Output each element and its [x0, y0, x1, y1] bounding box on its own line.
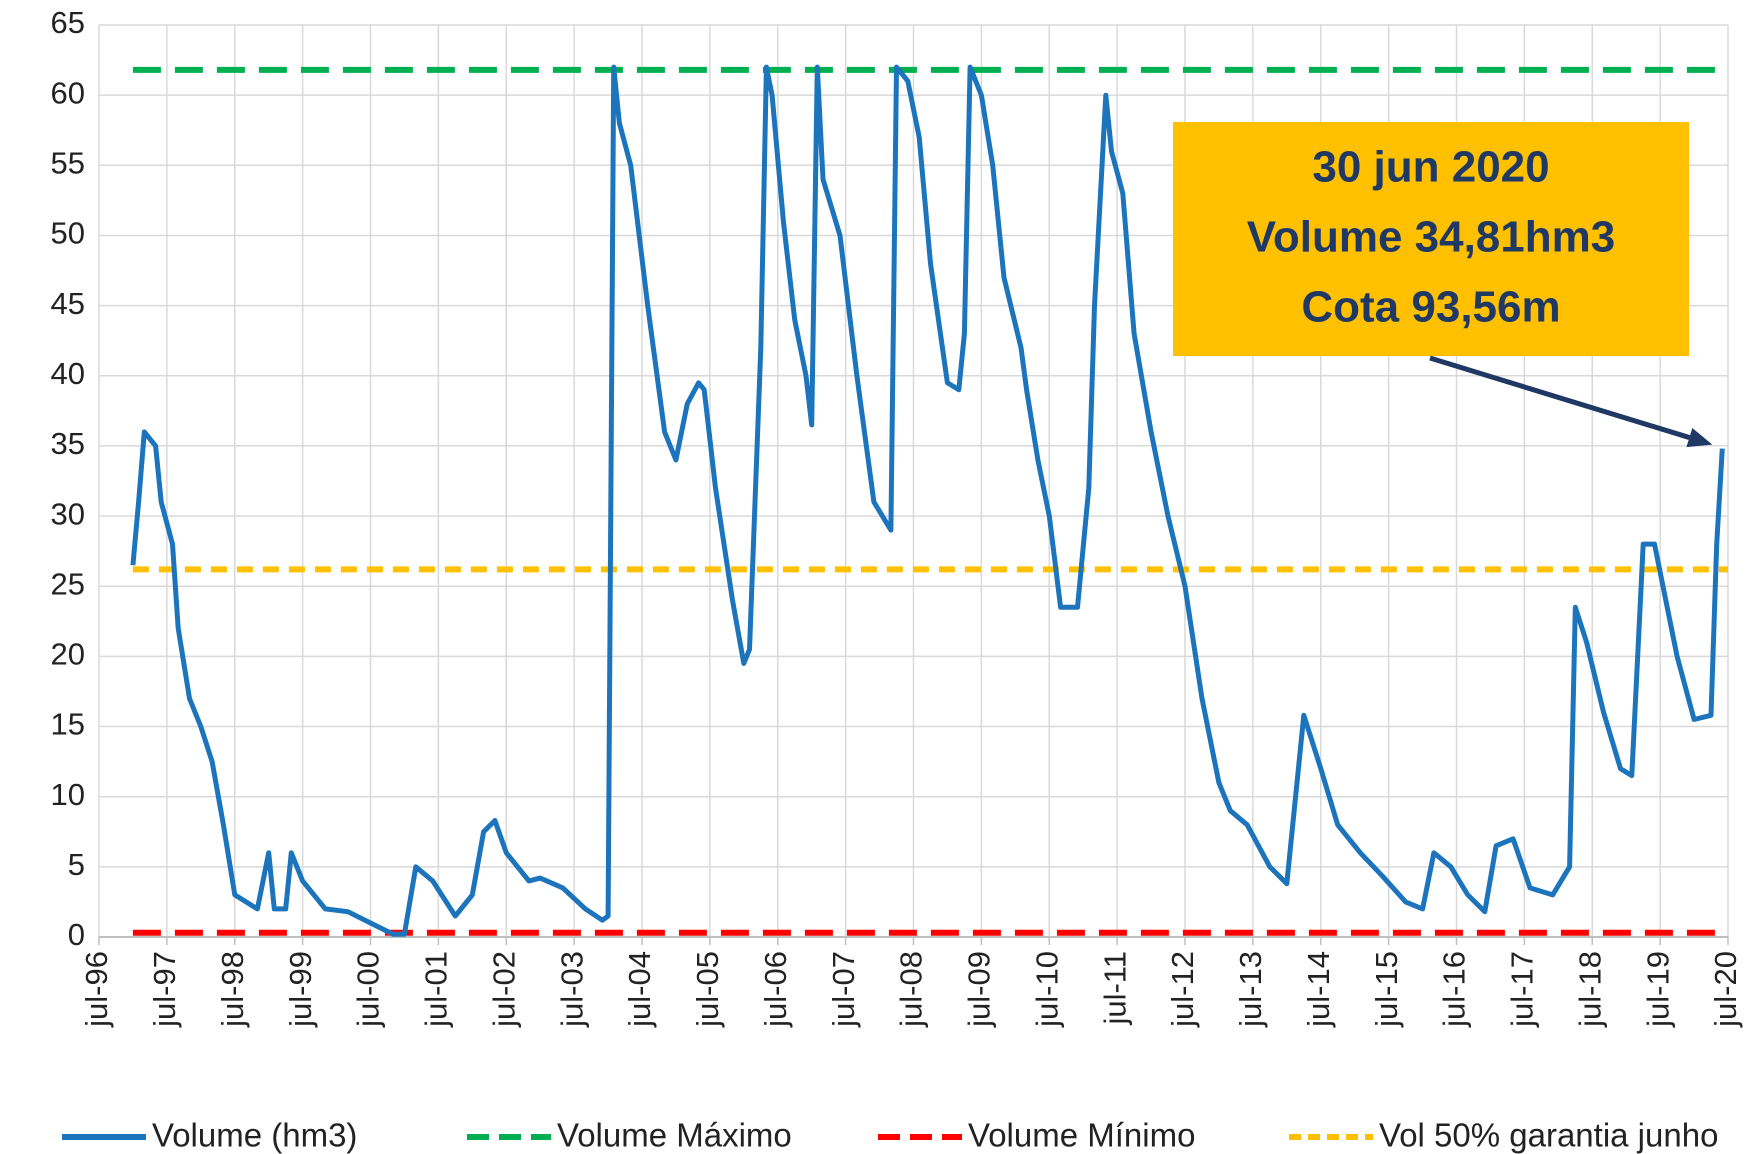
x-tick-label: jul-13	[1233, 951, 1268, 1028]
annotation-text: Cota 93,56m	[1301, 283, 1560, 332]
x-tick-label: jul-20	[1708, 951, 1743, 1028]
x-tick-label: jul-05	[690, 951, 725, 1028]
y-tick-label: 20	[51, 637, 85, 672]
x-tick-label: jul-06	[758, 951, 793, 1028]
y-tick-label: 30	[51, 496, 85, 531]
y-tick-label: 5	[68, 847, 85, 882]
x-tick-label: jul-08	[894, 951, 929, 1028]
annotation: 30 jun 2020 Volume 34,81hm3 Cota 93,56m	[1173, 122, 1713, 448]
y-tick-label: 40	[51, 356, 85, 391]
x-tick-label: jul-16	[1437, 951, 1472, 1028]
x-tick-label: jul-01	[419, 951, 454, 1028]
x-tick-label: jul-04	[622, 951, 657, 1028]
y-tick-label: 55	[51, 145, 85, 180]
x-tick-label: jul-12	[1165, 951, 1200, 1028]
x-tick-label: jul-11	[1097, 951, 1132, 1026]
x-tick-label: jul-10	[1029, 951, 1064, 1028]
x-tick-label: jul-98	[215, 951, 250, 1028]
x-tick-label: jul-15	[1369, 951, 1404, 1028]
x-tick-label: jul-00	[351, 951, 386, 1028]
x-tick-label: jul-96	[79, 951, 114, 1028]
annotation-box	[1173, 122, 1689, 356]
x-tick-label: jul-02	[486, 951, 521, 1028]
y-tick-label: 10	[51, 777, 85, 812]
x-tick-label: jul-03	[554, 951, 589, 1028]
x-tick-label: jul-99	[283, 951, 318, 1028]
y-tick-label: 45	[51, 286, 85, 321]
series-line	[130, 64, 1725, 937]
y-tick-label: 0	[68, 917, 85, 952]
annotation-arrowhead	[1686, 427, 1713, 448]
x-tick-label: jul-14	[1301, 951, 1336, 1028]
y-tick-label: 35	[51, 426, 85, 461]
y-tick-label: 15	[51, 707, 85, 742]
annotation-text: 30 jun 2020	[1312, 143, 1549, 192]
y-tick-label: 25	[51, 566, 85, 601]
legend-label: Vol 50% garantia junho	[1379, 1117, 1718, 1154]
legend-label: Volume Máximo	[557, 1117, 792, 1154]
legend-label: Volume (hm3)	[152, 1117, 357, 1154]
x-tick-label: jul-09	[962, 951, 997, 1028]
y-tick-label: 60	[51, 75, 85, 110]
annotation-text: Volume 34,81hm3	[1247, 213, 1615, 262]
y-tick-label: 50	[51, 216, 85, 251]
x-tick-label: jul-17	[1505, 951, 1540, 1028]
y-tick-label: 65	[51, 5, 85, 40]
x-tick-label: jul-18	[1572, 951, 1607, 1028]
legend-label: Volume Mínimo	[968, 1117, 1195, 1154]
x-tick-label: jul-07	[826, 951, 861, 1028]
x-tick-label: jul-19	[1640, 951, 1675, 1028]
x-tick-label: jul-97	[147, 951, 182, 1028]
annotation-arrow	[1429, 355, 1691, 440]
